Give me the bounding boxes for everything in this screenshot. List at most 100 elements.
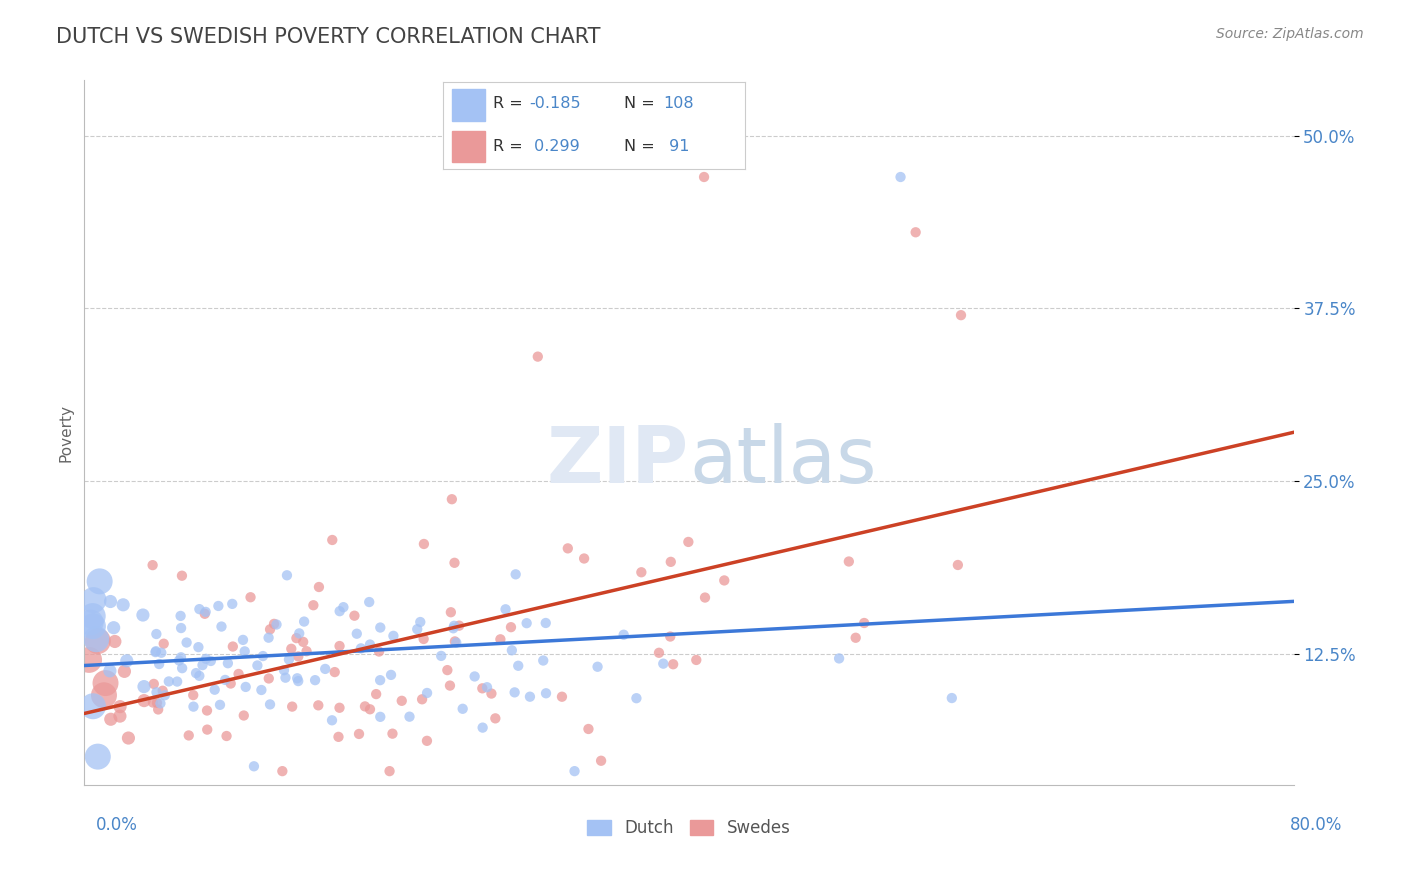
Text: Source: ZipAtlas.com: Source: ZipAtlas.com <box>1216 27 1364 41</box>
Point <box>838 554 860 568</box>
Point <box>693 591 716 605</box>
Point <box>233 644 256 658</box>
Point <box>211 619 233 633</box>
Bar <box>451 131 485 162</box>
Point <box>329 639 352 653</box>
Point <box>659 555 682 569</box>
Point <box>84 632 107 647</box>
Point <box>368 710 391 724</box>
Point <box>464 669 486 683</box>
Text: 80.0%: 80.0% <box>1291 816 1343 834</box>
Point <box>443 619 465 633</box>
Point <box>499 620 522 634</box>
Point <box>359 702 381 716</box>
Point <box>346 626 368 640</box>
Point <box>292 635 315 649</box>
Text: DUTCH VS SWEDISH POVERTY CORRELATION CHART: DUTCH VS SWEDISH POVERTY CORRELATION CHA… <box>56 27 600 46</box>
Point <box>350 641 373 656</box>
Point <box>273 663 295 677</box>
Point <box>534 686 557 700</box>
Point <box>398 709 420 723</box>
Point <box>157 674 180 689</box>
Point <box>295 644 318 658</box>
Point <box>626 691 648 706</box>
Point <box>82 593 104 607</box>
Point <box>219 676 242 690</box>
Point <box>145 645 167 659</box>
Point <box>103 621 125 635</box>
Point <box>82 609 104 624</box>
Point <box>451 702 474 716</box>
Point <box>381 726 404 740</box>
Point <box>329 604 352 618</box>
Point <box>104 634 127 648</box>
Point <box>378 764 401 779</box>
Point <box>288 626 311 640</box>
Point <box>132 693 155 707</box>
Point <box>662 657 685 672</box>
Point <box>946 558 969 572</box>
Point <box>207 599 229 613</box>
Point <box>508 658 530 673</box>
Point <box>132 680 155 694</box>
Point <box>166 674 188 689</box>
Point <box>481 687 503 701</box>
Point <box>188 602 211 616</box>
Text: ZIP: ZIP <box>547 423 689 499</box>
Point <box>693 169 716 184</box>
Point <box>169 608 191 623</box>
Point <box>416 734 439 748</box>
Point <box>449 618 471 632</box>
Point <box>214 673 236 687</box>
Point <box>440 492 463 507</box>
Point <box>152 637 174 651</box>
Point <box>950 308 973 322</box>
Point <box>586 659 609 673</box>
Point <box>648 646 671 660</box>
Point <box>475 680 498 694</box>
Point <box>845 631 868 645</box>
Point <box>82 699 104 714</box>
Point <box>170 568 193 582</box>
Point <box>108 699 131 714</box>
Point <box>391 694 413 708</box>
Point <box>149 697 172 711</box>
Point <box>347 727 370 741</box>
Point <box>287 649 309 664</box>
Point <box>659 630 682 644</box>
Text: 0.0%: 0.0% <box>96 816 138 834</box>
Point <box>591 754 613 768</box>
Point <box>307 698 329 713</box>
Legend: Dutch, Swedes: Dutch, Swedes <box>581 813 797 844</box>
Point <box>82 619 104 633</box>
Point <box>501 643 523 657</box>
Point <box>100 712 122 726</box>
Point <box>172 661 194 675</box>
Point <box>678 535 700 549</box>
Point <box>188 669 211 683</box>
Point <box>194 607 217 621</box>
Point <box>94 676 117 690</box>
Point <box>495 602 517 616</box>
Point <box>652 657 675 671</box>
Point <box>177 728 200 742</box>
Point <box>292 615 315 629</box>
Point <box>232 632 254 647</box>
Point <box>531 653 554 667</box>
Point <box>444 634 467 648</box>
Point <box>181 688 204 702</box>
Point <box>613 628 636 642</box>
Point <box>228 667 250 681</box>
Point <box>152 683 174 698</box>
Point <box>578 722 600 736</box>
Point <box>79 615 101 630</box>
Point <box>366 687 388 701</box>
Point <box>98 664 121 678</box>
Point <box>281 699 304 714</box>
Point <box>148 657 170 671</box>
Point <box>328 730 350 744</box>
Point <box>321 714 343 728</box>
Point <box>359 595 381 609</box>
Point <box>368 644 391 658</box>
Point <box>232 708 254 723</box>
